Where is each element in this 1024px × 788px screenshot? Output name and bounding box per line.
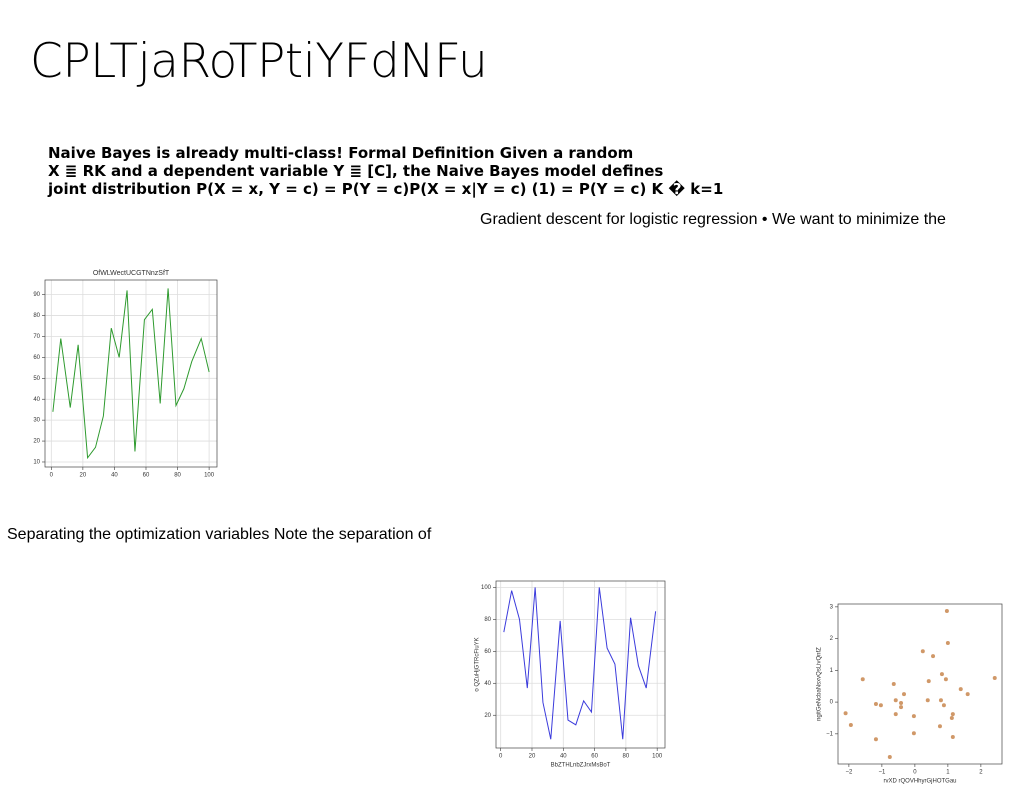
- data-line: [52, 288, 210, 460]
- scatter-point: [873, 737, 878, 742]
- x-tick-label: −2: [845, 770, 853, 776]
- x-tick-label: −1: [878, 770, 886, 776]
- scatter-point: [943, 677, 948, 682]
- paragraph-line: joint distribution P(X = x, Y = c) = P(Y…: [48, 180, 724, 198]
- x-tick-label: 20: [529, 754, 536, 760]
- scatter-point: [938, 698, 943, 703]
- x-axis-label: BbZTHLnbZJrxMsBoT: [551, 763, 611, 769]
- y-tick-label: 0: [830, 700, 834, 706]
- x-tick-label: 40: [560, 754, 567, 760]
- scatter-point: [931, 654, 936, 659]
- scatter-point: [873, 702, 878, 706]
- x-tick-label: 100: [652, 754, 663, 760]
- scatter-point: [949, 715, 954, 720]
- scatter-point: [992, 675, 997, 680]
- data-line: [503, 587, 657, 740]
- y-tick-label: 100: [481, 585, 492, 591]
- y-tick-label: 1: [830, 668, 834, 674]
- scatter-point: [843, 711, 848, 716]
- scatter-point: [878, 703, 883, 708]
- y-tick-label: 3: [830, 604, 834, 610]
- y-tick-label: 50: [33, 376, 40, 382]
- x-tick-label: 80: [623, 754, 630, 760]
- x-tick-label: 0: [499, 754, 503, 760]
- x-tick-label: 0: [913, 770, 917, 776]
- scatter-point: [939, 672, 944, 677]
- scatter-point: [911, 731, 916, 736]
- y-tick-label: 20: [484, 713, 491, 719]
- scatter-point: [925, 698, 930, 703]
- scatter-point: [893, 712, 898, 717]
- scatter-point: [965, 692, 970, 697]
- scatter-point: [926, 679, 931, 684]
- scatter-point: [941, 703, 946, 708]
- scatter-point: [860, 677, 865, 682]
- scatter-point: [937, 724, 942, 729]
- paragraph-line: Naive Bayes is already multi-class! Form…: [48, 144, 634, 162]
- x-axis-label: rvXD rQOVHhyrGjHOTGau: [883, 779, 956, 785]
- chart-title: OfWLWectUCGTNnzSfT: [93, 270, 170, 277]
- paragraph-line: X ≣ RK and a dependent variable Y ≣ [C],…: [48, 162, 664, 180]
- x-tick-label: 2: [979, 770, 983, 776]
- x-tick-label: 20: [80, 473, 87, 479]
- scatter-point: [950, 712, 955, 717]
- y-tick-label: 40: [33, 397, 40, 403]
- scatter-point: [891, 682, 896, 686]
- y-tick-label: 60: [33, 355, 40, 361]
- y-tick-label: 2: [830, 636, 834, 642]
- scatter-point: [848, 722, 853, 727]
- y-tick-label: 80: [33, 313, 40, 319]
- plot-frame: [495, 580, 666, 749]
- y-tick-label: 40: [484, 681, 491, 687]
- plot-frame: [837, 603, 1003, 765]
- scatter-point: [950, 735, 955, 740]
- scatter-point: [899, 705, 904, 710]
- scatter-point: [901, 692, 906, 697]
- y-tick-label: 60: [484, 649, 491, 655]
- scatter-point: [893, 698, 898, 703]
- note-text: Separating the optimization variables No…: [7, 526, 432, 543]
- y-tick-label: −1: [826, 731, 834, 737]
- scatter-point: [911, 714, 916, 719]
- x-tick-label: 1: [946, 770, 950, 776]
- scatter-point: [944, 608, 949, 613]
- scatter-point: [899, 701, 904, 706]
- scatter-point: [920, 649, 925, 654]
- y-tick-label: 20: [33, 439, 40, 445]
- note-text: Gradient descent for logistic regression…: [480, 211, 946, 228]
- bold-paragraph: Naive Bayes is already multi-class! Form…: [48, 144, 723, 198]
- y-tick-label: 90: [33, 292, 40, 298]
- y-axis-label: ngitGeNcbaNsxvQsLivQnfZ: [817, 647, 823, 721]
- x-tick-label: 0: [50, 473, 54, 479]
- scatter-point: [958, 687, 963, 692]
- x-tick-label: 60: [143, 473, 150, 479]
- y-tick-label: 10: [33, 460, 40, 466]
- plot-frame: [44, 279, 218, 468]
- slide-title: CPLTjaRoTPtiYFdNFu: [30, 34, 488, 89]
- y-tick-label: 70: [33, 334, 40, 340]
- y-tick-label: 30: [33, 418, 40, 424]
- y-tick-label: 80: [484, 617, 491, 623]
- x-tick-label: 40: [111, 473, 118, 479]
- x-tick-label: 80: [174, 473, 181, 479]
- x-tick-label: 100: [204, 473, 215, 479]
- scatter-point: [945, 641, 950, 646]
- scatter-point: [887, 755, 892, 760]
- x-tick-label: 60: [591, 754, 598, 760]
- y-axis-label: o QZuHjGTRcFiuYK: [475, 637, 481, 691]
